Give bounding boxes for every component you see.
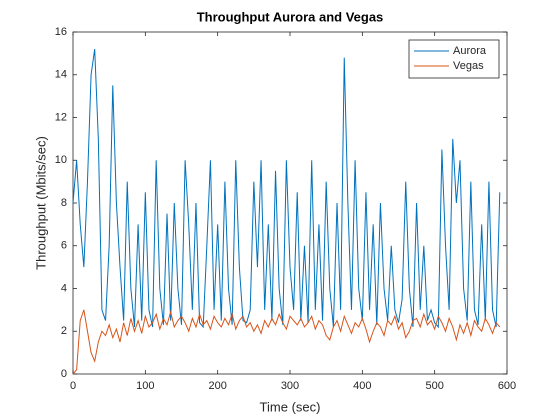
x-tick-label: 100 [136, 380, 154, 392]
x-tick-label: 500 [425, 380, 443, 392]
x-tick-label: 0 [70, 380, 76, 392]
x-tick-label: 600 [498, 380, 516, 392]
series-line [72, 49, 501, 329]
y-tick-label: 0 [61, 368, 67, 380]
legend-label: Aurora [453, 45, 487, 57]
y-tick-label: 2 [61, 325, 67, 337]
y-tick-label: 4 [61, 282, 67, 294]
y-tick-label: 12 [55, 111, 67, 123]
y-tick-label: 16 [55, 26, 67, 38]
chart-title: Throughput Aurora and Vegas [197, 9, 384, 24]
y-tick-label: 10 [55, 154, 67, 166]
legend-label: Vegas [453, 60, 484, 72]
legend-box [408, 39, 500, 79]
y-tick-label: 14 [55, 69, 67, 81]
y-axis-label: Throughput (Mbits/sec) [33, 136, 48, 270]
x-tick-label: 300 [281, 380, 299, 392]
x-axis-label: Time (sec) [260, 399, 321, 414]
x-tick-label: 200 [208, 380, 226, 392]
y-tick-label: 6 [61, 240, 67, 252]
y-tick-label: 8 [61, 197, 67, 209]
x-tick-label: 400 [353, 380, 371, 392]
series-line [72, 309, 501, 375]
